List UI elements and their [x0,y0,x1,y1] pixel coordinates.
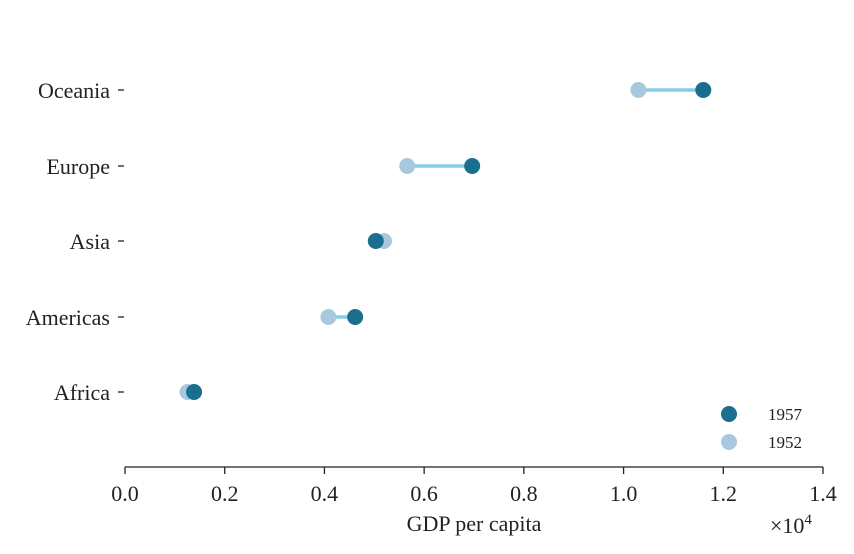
y-category-label: Americas [26,305,110,330]
x-tick-label: 0.6 [410,481,438,506]
data-points [179,82,712,400]
x-tick-label: 1.0 [610,481,638,506]
x-tick-label: 0.8 [510,481,538,506]
connector-lines [187,88,704,394]
point-1952 [320,309,337,325]
x-tick-label: 1.4 [809,481,837,506]
legend-label: 1957 [768,405,803,424]
point-1952 [399,158,416,174]
x-axis-title: GDP per capita [407,511,542,536]
x-axis-multiplier: ×104 [770,512,812,538]
x-tick-label: 0.0 [111,481,139,506]
y-axis: Africa Americas Asia Europe Oceania [26,78,124,405]
x-axis-multiplier-base: ×10 [770,513,804,538]
legend-label: 1952 [768,433,802,452]
y-category-label: Oceania [38,78,110,103]
y-category-label: Asia [70,229,111,254]
legend: 1957 1952 [721,405,803,452]
point-1957 [695,82,712,98]
point-1957 [347,309,364,325]
point-1952 [630,82,647,98]
legend-marker-1952 [721,434,737,450]
point-1957 [367,233,384,249]
point-1957 [464,158,481,174]
x-axis-multiplier-exponent: 4 [804,512,812,528]
legend-marker-1957 [721,406,737,422]
y-category-label: Africa [54,380,110,405]
x-tick-label: 0.4 [311,481,339,506]
x-axis: 0.0 0.2 0.4 0.6 0.8 1.0 1.2 1.4 [111,466,837,506]
x-tick-label: 1.2 [710,481,738,506]
point-1957 [186,384,203,400]
y-category-label: Europe [46,154,110,179]
x-tick-label: 0.2 [211,481,239,506]
